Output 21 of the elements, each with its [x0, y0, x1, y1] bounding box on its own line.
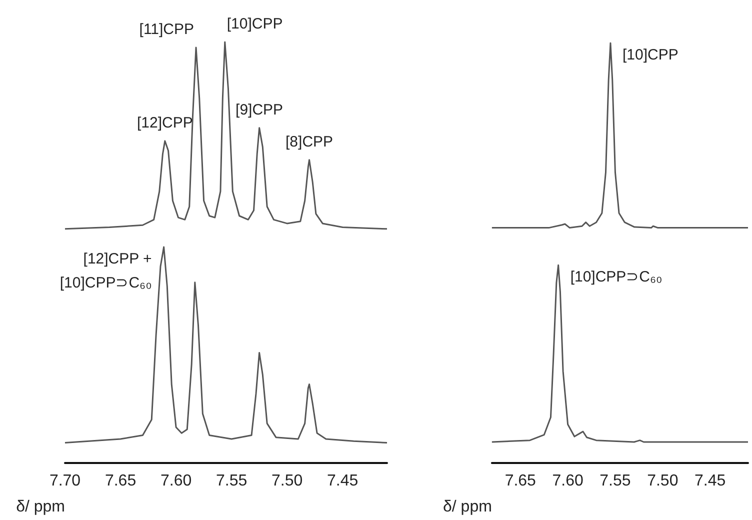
- annotation: [10]CPP: [622, 46, 678, 64]
- x-tick-label: 7.55: [216, 472, 248, 490]
- x-tick-label: 7.50: [272, 472, 303, 490]
- x-tick-label: 7.70: [49, 472, 81, 490]
- annotation: [12]CPP + [10]CPP⊃C₆₀: [60, 250, 152, 292]
- annotation: [8]CPP: [286, 133, 334, 150]
- annotation: [10]CPP: [226, 16, 283, 32]
- x-tick-label: 7.60: [160, 472, 192, 490]
- x-axis-title: δ/ ppm: [443, 498, 492, 516]
- annotation: [12]CPP: [136, 114, 193, 132]
- x-tick-label: 7.65: [504, 472, 536, 490]
- x-tick-label: 7.45: [327, 472, 358, 490]
- x-tick-label: 7.50: [647, 472, 678, 490]
- annotation: [10]CPP⊃C₆₀: [570, 268, 662, 286]
- x-tick-label: 7.45: [694, 472, 726, 490]
- x-tick-label: 7.60: [552, 472, 584, 490]
- x-axis-title: δ/ ppm: [16, 498, 65, 516]
- x-tick-label: 7.55: [600, 472, 631, 490]
- annotation: [9]CPP: [236, 101, 284, 118]
- x-tick-label: 7.65: [104, 472, 136, 490]
- annotation: [11]CPP: [139, 20, 194, 38]
